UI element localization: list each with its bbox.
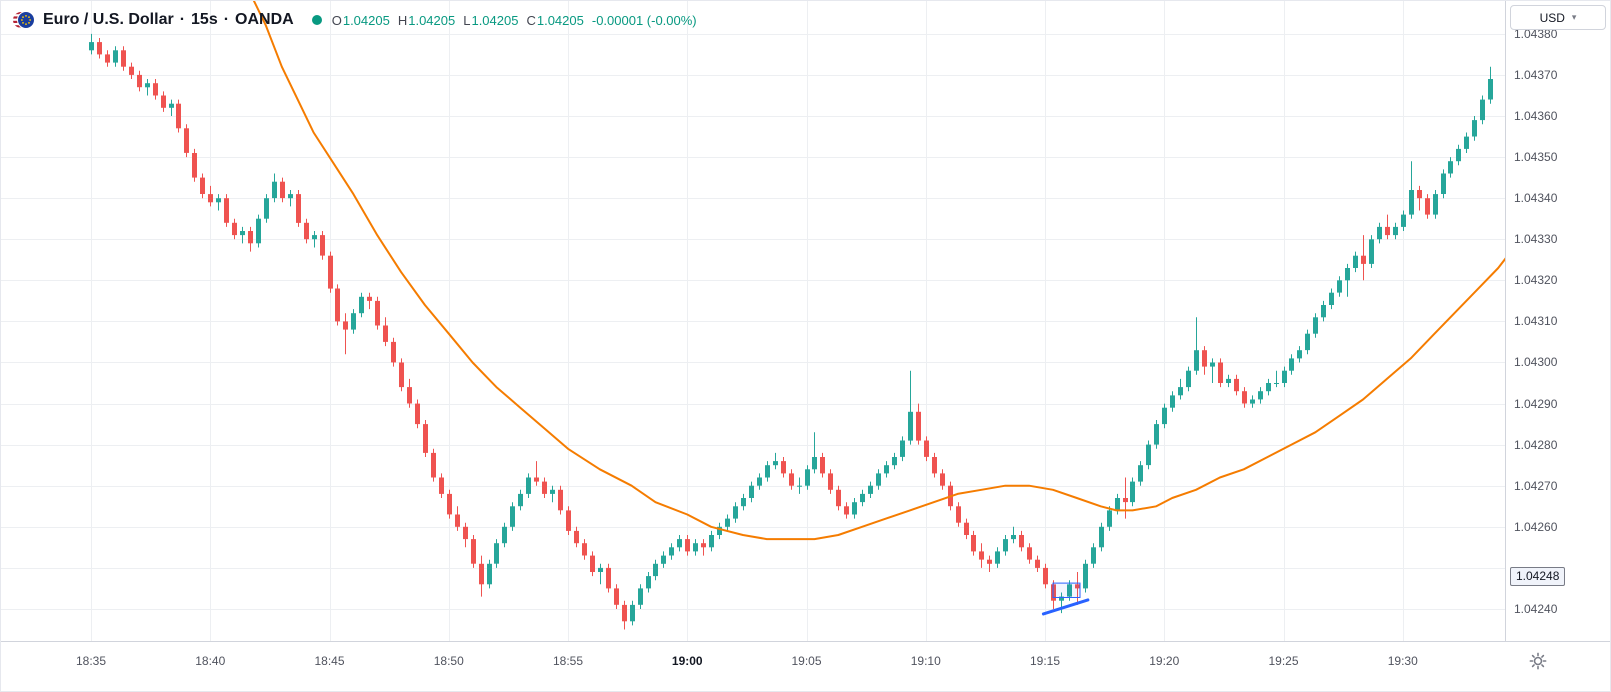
price-tick-label: 1.04280 — [1514, 437, 1558, 452]
drawing-price-label: 1.04248 — [1510, 567, 1566, 587]
price-tick-label: 1.04290 — [1514, 396, 1558, 411]
time-tick-label: 18:50 — [433, 654, 464, 668]
price-tick-label: 1.04380 — [1514, 26, 1558, 41]
trend-line-drawing[interactable] — [1041, 582, 1090, 616]
time-tick-label: 18:55 — [552, 654, 584, 668]
eurusd-pair-flag-icon — [13, 9, 35, 31]
price-axis[interactable]: USD ▾ 1.04380 1.04370 1.04360 1.04350 1.0434… — [1505, 1, 1610, 641]
price-tick-label: 1.04310 — [1514, 314, 1558, 329]
price-tick-label: 1.04370 — [1514, 67, 1558, 82]
title-separator: · — [179, 11, 186, 28]
time-tick-label: 19:05 — [791, 654, 822, 668]
market-status-icon — [311, 15, 322, 25]
candlestick-series — [89, 33, 1493, 630]
chart-legend: Euro / U.S. Dollar · 15s · OANDA O1.0420… — [13, 9, 697, 31]
time-tick-label: 19:10 — [910, 654, 941, 668]
price-tick-label: 1.04350 — [1514, 150, 1558, 165]
price-tick-label: 1.04360 — [1514, 109, 1558, 124]
price-tick-label: 1.04300 — [1514, 355, 1558, 370]
time-axis[interactable]: 18:35 18:40 18:45 18:50 18:55 19:00 19:05 19:10… — [1, 641, 1610, 691]
price-tick-label: 1.04340 — [1514, 191, 1558, 206]
time-tick-label: 18:45 — [314, 654, 345, 668]
ma-line — [252, 1, 1505, 541]
currency-unit-label: USD — [1539, 10, 1565, 25]
price-tick-label: 1.04240 — [1514, 601, 1558, 616]
gear-icon[interactable] — [1529, 652, 1547, 670]
high-value: H1.04205 — [397, 12, 456, 28]
time-tick-label: 18:35 — [75, 654, 107, 668]
price-tick-label: 1.04320 — [1514, 273, 1558, 288]
price-tick-label: 1.04330 — [1514, 232, 1558, 247]
open-value: O1.04205 — [331, 12, 390, 28]
low-value: L1.04205 — [463, 12, 519, 28]
chevron-down-icon: ▾ — [1571, 12, 1577, 22]
close-value: C1.04205 — [526, 12, 584, 28]
ohlc-values: O1.04205 H1.04205 L1.04205 C1.04205 -0.0… — [332, 13, 697, 28]
time-tick-label: 19:15 — [1029, 654, 1061, 668]
interval-label[interactable]: 15s — [191, 11, 218, 28]
chart-canvas[interactable]: Euro / U.S. Dollar · 15s · OANDA O1.0420… — [1, 1, 1505, 641]
time-tick-label: 19:25 — [1268, 654, 1299, 668]
time-tick-label: 19:30 — [1387, 654, 1418, 668]
price-tick-label: 1.04270 — [1514, 478, 1558, 493]
currency-unit-button[interactable]: USD ▾ — [1510, 5, 1606, 30]
title-separator: · — [223, 11, 230, 28]
exchange-label: OANDA — [235, 11, 294, 28]
symbol-title[interactable]: Euro / U.S. Dollar — [43, 11, 174, 28]
change-value: -0.00001 (-0.00%) — [591, 12, 697, 28]
grid-lines — [1, 1, 1505, 641]
time-tick-label: 19:20 — [1149, 654, 1180, 668]
price-tick-label: 1.04260 — [1514, 519, 1558, 534]
candlestick-chart — [1, 1, 1505, 641]
time-tick-label: 19:00 — [671, 654, 703, 668]
time-tick-label: 18:40 — [195, 654, 226, 668]
